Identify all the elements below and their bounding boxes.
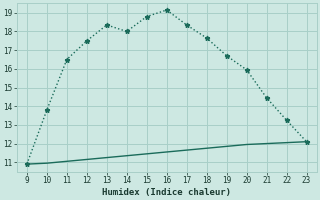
X-axis label: Humidex (Indice chaleur): Humidex (Indice chaleur) xyxy=(102,188,231,197)
